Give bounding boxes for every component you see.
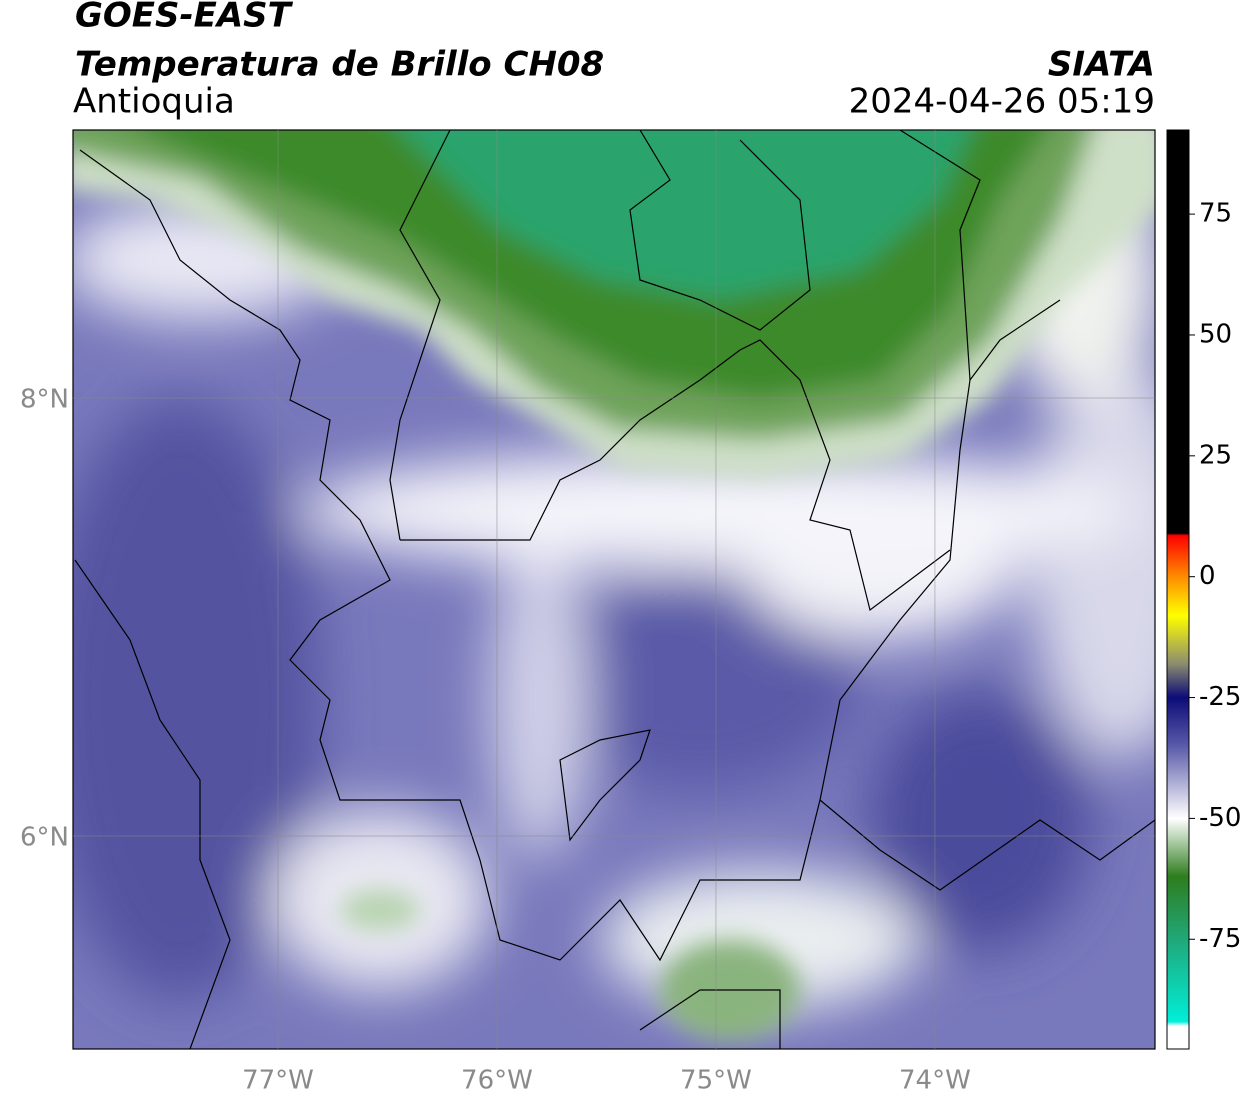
y-tick-label: 8°N bbox=[20, 385, 69, 415]
colorbar-tick-label: 50 bbox=[1199, 319, 1232, 349]
cold-cloud bbox=[73, 130, 1155, 1040]
colorbar-tick-label: -25 bbox=[1199, 682, 1241, 712]
map-field bbox=[73, 130, 1155, 1049]
colorbar-tick-label: 0 bbox=[1199, 561, 1216, 591]
y-tick-label: 6°N bbox=[20, 822, 69, 852]
map-frame bbox=[72, 129, 1156, 1050]
x-tick-label: 76°W bbox=[461, 1066, 533, 1096]
colorbar bbox=[1166, 129, 1190, 1050]
colorbar-tick-label: 75 bbox=[1199, 199, 1232, 229]
colorbar-tick-label: -75 bbox=[1199, 924, 1241, 954]
x-tick-label: 77°W bbox=[242, 1066, 314, 1096]
borders bbox=[74, 130, 1155, 1049]
title: GOES-EAST bbox=[75, 0, 294, 36]
datetime: 2024-04-26 05:19 bbox=[849, 82, 1155, 122]
colorbar-tick-label: -50 bbox=[1199, 803, 1241, 833]
x-tick-label: 74°W bbox=[899, 1066, 971, 1096]
subtitle: Temperatura de Brillo CH08 bbox=[75, 45, 604, 85]
x-tick-label: 75°W bbox=[680, 1066, 752, 1096]
source: SIATA bbox=[1048, 45, 1155, 85]
region: Antioquia bbox=[73, 82, 235, 122]
colorbar-tick-label: 25 bbox=[1199, 440, 1232, 470]
